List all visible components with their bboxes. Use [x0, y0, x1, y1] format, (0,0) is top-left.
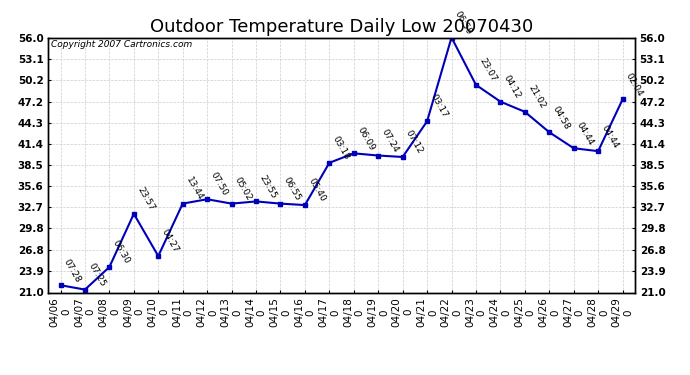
Text: 06:59: 06:59 [453, 9, 473, 36]
Text: 23:55: 23:55 [257, 173, 278, 200]
Text: 04:44: 04:44 [600, 123, 620, 150]
Title: Outdoor Temperature Daily Low 20070430: Outdoor Temperature Daily Low 20070430 [150, 18, 533, 36]
Text: 05:40: 05:40 [306, 177, 327, 204]
Text: Copyright 2007 Cartronics.com: Copyright 2007 Cartronics.com [51, 40, 193, 49]
Text: 06:55: 06:55 [282, 176, 303, 202]
Text: 06:09: 06:09 [355, 125, 376, 152]
Text: 04:58: 04:58 [551, 104, 571, 131]
Text: 07:24: 07:24 [380, 128, 400, 154]
Text: 02:04: 02:04 [624, 71, 644, 98]
Text: 21:02: 21:02 [526, 84, 547, 110]
Text: 03:18: 03:18 [331, 135, 351, 161]
Text: 07:25: 07:25 [86, 261, 107, 288]
Text: 23:57: 23:57 [135, 186, 156, 212]
Text: 13:44: 13:44 [184, 176, 205, 202]
Text: 03:17: 03:17 [428, 93, 449, 120]
Text: 07:50: 07:50 [208, 171, 229, 198]
Text: 05:02: 05:02 [233, 176, 254, 202]
Text: 04:12: 04:12 [502, 74, 522, 100]
Text: 07:12: 07:12 [404, 129, 425, 156]
Text: 07:28: 07:28 [62, 257, 83, 284]
Text: 04:27: 04:27 [159, 228, 180, 255]
Text: 06:30: 06:30 [111, 239, 132, 266]
Text: 04:44: 04:44 [575, 120, 595, 147]
Text: 23:07: 23:07 [477, 57, 498, 84]
